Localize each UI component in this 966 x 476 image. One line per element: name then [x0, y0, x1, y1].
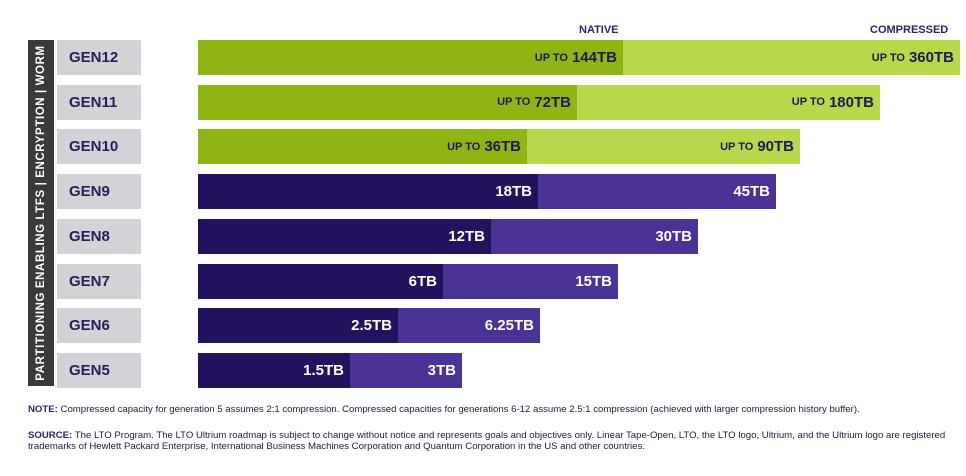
- generation-label: GEN10: [57, 129, 141, 165]
- compressed-data-label: 45TB: [538, 174, 776, 209]
- native-bar: [198, 129, 527, 165]
- capacity-value: 360TB: [908, 49, 954, 66]
- capacity-value: 6TB: [408, 272, 437, 290]
- source-label: SOURCE:: [28, 430, 73, 441]
- generation-label: GEN9: [57, 174, 141, 210]
- native-bar: [198, 308, 398, 344]
- capacity-value: 1.5TB: [303, 361, 344, 379]
- native-data-label: 18TB: [198, 174, 538, 209]
- generation-label: GEN8: [57, 218, 141, 254]
- chart-row: GEN12 UP TO 144TB UP TO 360TB: [57, 40, 960, 75]
- native-data-label: 1.5TB: [198, 353, 350, 388]
- capacity-value: 144TB: [571, 49, 617, 66]
- up-to-prefix: UP TO: [791, 96, 825, 109]
- chart-row: GEN7 6TB 15TB: [57, 263, 618, 299]
- compressed-data-label: 6.25TB: [398, 308, 540, 343]
- native-data-label: 12TB: [198, 219, 491, 254]
- chart-row: GEN10 UP TO 36TB UP TO 90TB: [57, 129, 800, 165]
- note-label: NOTE:: [28, 404, 58, 415]
- legend-native: NATIVE: [579, 24, 619, 36]
- compressed-data-label: UP TO 360TB: [623, 40, 960, 75]
- native-bar: [198, 84, 577, 120]
- generation-label: GEN12: [57, 40, 141, 75]
- capacity-value: 72TB: [534, 93, 571, 111]
- note-text: Compressed capacity for generation 5 ass…: [60, 404, 860, 415]
- feature-side-bar: PARTITIONING ENABLING LTFS | ENCRYPTION …: [28, 40, 54, 386]
- generation-label: GEN6: [57, 308, 141, 344]
- generation-label: GEN7: [57, 263, 141, 299]
- chart-row: GEN8 12TB 30TB: [57, 218, 698, 254]
- native-data-label: 6TB: [198, 264, 443, 299]
- native-data-label: UP TO 36TB: [198, 129, 527, 164]
- compressed-data-label: 30TB: [491, 219, 698, 254]
- chart-row: GEN6 2.5TB 6.25TB: [57, 308, 540, 344]
- generation-label: GEN11: [57, 84, 141, 120]
- up-to-prefix: UP TO: [447, 140, 481, 153]
- native-bar: [198, 263, 443, 299]
- native-bar: [198, 40, 623, 75]
- capacity-value: 6.25TB: [484, 317, 534, 335]
- chart-row: GEN9 18TB 45TB: [57, 174, 776, 210]
- capacity-value: 180TB: [828, 93, 874, 111]
- compressed-data-label: UP TO 90TB: [527, 129, 800, 164]
- note-footnote: NOTE: Compressed capacity for generation…: [28, 404, 948, 415]
- capacity-value: 3TB: [427, 361, 456, 379]
- compressed-data-label: UP TO 180TB: [577, 85, 880, 120]
- legend-compressed: COMPRESSED: [870, 24, 949, 36]
- source-text: The LTO Program. The LTO Ultrium roadmap…: [28, 430, 946, 453]
- up-to-prefix: UP TO: [720, 140, 754, 153]
- feature-side-label: PARTITIONING ENABLING LTFS | ENCRYPTION …: [35, 45, 47, 381]
- up-to-prefix: UP TO: [871, 51, 905, 64]
- capacity-value: 12TB: [448, 227, 485, 245]
- compressed-data-label: 3TB: [350, 353, 462, 388]
- native-data-label: 2.5TB: [198, 308, 398, 343]
- capacity-value: 2.5TB: [351, 317, 392, 335]
- native-data-label: UP TO 72TB: [198, 85, 577, 120]
- capacity-value: 15TB: [575, 272, 612, 290]
- capacity-value: 90TB: [757, 138, 794, 156]
- native-bar: [198, 174, 538, 210]
- chart-row: GEN11 UP TO 72TB UP TO 180TB: [57, 84, 880, 120]
- capacity-value: 45TB: [733, 183, 770, 201]
- capacity-value: 18TB: [495, 183, 532, 201]
- native-bar: [198, 352, 350, 388]
- compressed-data-label: 15TB: [443, 264, 618, 299]
- capacity-value: 30TB: [655, 227, 692, 245]
- generation-label: GEN5: [57, 352, 141, 388]
- native-bar: [198, 218, 491, 254]
- up-to-prefix: UP TO: [497, 96, 531, 109]
- capacity-value: 36TB: [484, 138, 521, 156]
- chart-row: GEN5 1.5TB 3TB: [57, 352, 462, 388]
- native-data-label: UP TO 144TB: [198, 40, 623, 75]
- up-to-prefix: UP TO: [534, 51, 568, 64]
- source-footnote: SOURCE: The LTO Program. The LTO Ultrium…: [28, 430, 948, 452]
